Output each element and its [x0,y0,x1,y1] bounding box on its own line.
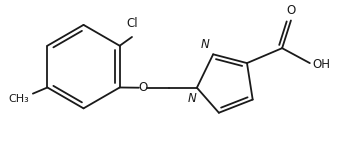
Text: N: N [188,92,197,105]
Text: O: O [138,81,147,94]
Text: Cl: Cl [126,17,138,30]
Text: CH₃: CH₃ [8,94,29,104]
Text: OH: OH [312,58,330,71]
Text: O: O [286,4,295,17]
Text: N: N [201,38,210,51]
